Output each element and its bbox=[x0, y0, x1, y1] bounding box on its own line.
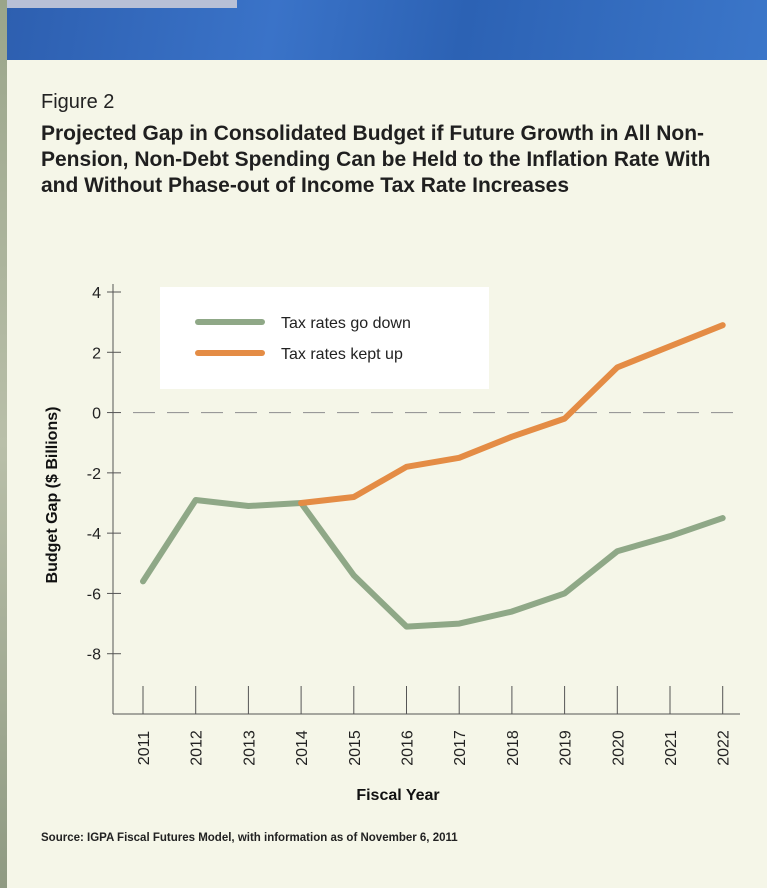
x-tick-label: 2013 bbox=[241, 730, 258, 766]
y-tick-label: 2 bbox=[92, 345, 101, 362]
left-decorative-strip bbox=[0, 0, 7, 888]
chart-series bbox=[140, 322, 726, 630]
x-tick-label: 2022 bbox=[716, 730, 733, 766]
x-tick-label: 2016 bbox=[400, 730, 417, 766]
x-tick-label: 2012 bbox=[189, 730, 206, 766]
figure-title: Projected Gap in Consolidated Budget if … bbox=[41, 122, 711, 197]
x-tick-label: 2020 bbox=[610, 730, 627, 766]
x-tick-label: 2019 bbox=[558, 730, 575, 766]
x-tick-label: 2014 bbox=[294, 730, 311, 766]
figure-panel bbox=[7, 60, 767, 888]
chart-legend: Tax rates go down Tax rates kept up bbox=[160, 287, 489, 389]
x-axis-title: Fiscal Year bbox=[356, 787, 439, 804]
legend-label-tax-up: Tax rates kept up bbox=[281, 346, 403, 363]
y-tick-label: -8 bbox=[87, 647, 101, 664]
y-tick-label: -6 bbox=[87, 586, 101, 603]
y-tick-label: -2 bbox=[87, 466, 101, 483]
series-line-tax-down bbox=[140, 496, 726, 630]
y-tick-label: 4 bbox=[92, 285, 101, 302]
series-line-tax-up bbox=[298, 322, 726, 506]
y-tick-label: -4 bbox=[87, 526, 101, 543]
legend-background bbox=[160, 287, 489, 389]
x-tick-label: 2015 bbox=[347, 730, 364, 766]
legend-label-tax-down: Tax rates go down bbox=[281, 315, 411, 332]
header-banner bbox=[7, 0, 767, 60]
x-tick-label: 2021 bbox=[663, 730, 680, 766]
figure-label: Figure 2 bbox=[41, 91, 115, 113]
x-tick-label: 2018 bbox=[505, 730, 522, 766]
x-tick-label: 2011 bbox=[136, 731, 153, 766]
x-tick-label: 2017 bbox=[452, 730, 469, 766]
y-axis-title: Budget Gap ($ Billions) bbox=[44, 407, 61, 584]
header-tab bbox=[7, 0, 237, 8]
chart-axes: 4 2 0 -2 -4 -6 -8 2011 2012 2013 2014 2015 2016 2017 2… bbox=[87, 284, 740, 766]
y-tick-label: 0 bbox=[92, 406, 101, 423]
source-note: Source: IGPA Fiscal Futures Model, with … bbox=[41, 832, 458, 844]
